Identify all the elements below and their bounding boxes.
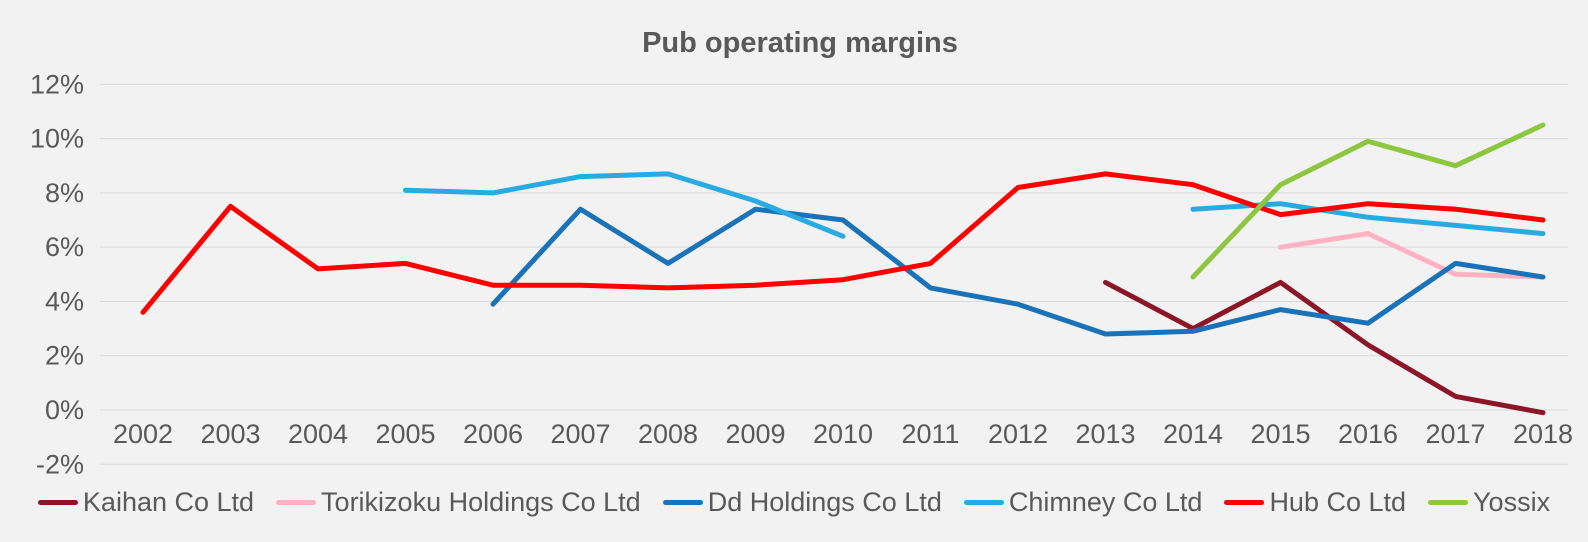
legend-item-chimney-co-ltd: Chimney Co Ltd (963, 487, 1203, 518)
x-tick-label: 2005 (375, 419, 435, 449)
series-line-chimney-co-ltd (403, 171, 846, 239)
legend-label: Yossix (1473, 487, 1551, 517)
x-tick-label: 2018 (1513, 419, 1573, 449)
x-tick-label: 2017 (1425, 419, 1485, 449)
legend-label: Dd Holdings Co Ltd (707, 487, 942, 517)
legend-swatch-torikizoku-holdings-co-ltd (276, 500, 317, 505)
y-tick-label: 8% (45, 178, 84, 208)
y-tick-label: -2% (36, 449, 84, 479)
legend-item-yossix: Yossix (1428, 487, 1550, 518)
x-tick-label: 2012 (988, 419, 1048, 449)
series-line-dd-holdings-co-ltd (490, 206, 1546, 337)
legend-item-dd-holdings-co-ltd: Dd Holdings Co Ltd (662, 487, 942, 518)
x-tick-label: 2003 (200, 419, 260, 449)
x-tick-label: 2007 (550, 419, 610, 449)
x-tick-label: 2004 (288, 419, 348, 449)
x-tick-label: 2010 (813, 419, 873, 449)
x-tick-label: 2002 (113, 419, 173, 449)
x-axis-labels: 2002 2003 2004 2005 2006 2007 2008 2009 2010 2011… (113, 419, 1573, 449)
y-tick-label: 4% (45, 286, 84, 316)
legend-swatch-yossix (1428, 500, 1469, 505)
series-line-torikizoku-holdings-co-ltd (1278, 231, 1546, 280)
legend-label: Kaihan Co Ltd (82, 487, 255, 517)
x-tick-label: 2008 (638, 419, 698, 449)
series-line-yossix (1190, 122, 1546, 280)
y-tick-label: 6% (45, 232, 84, 262)
x-tick-label: 2011 (901, 419, 959, 449)
legend-label: Hub Co Ltd (1269, 487, 1407, 517)
legend-swatch-kaihan-co-ltd (37, 500, 78, 505)
legend-item-hub-co-ltd: Hub Co Ltd (1224, 487, 1406, 518)
legend-swatch-chimney-co-ltd (963, 500, 1004, 505)
x-tick-label: 2006 (463, 419, 523, 449)
legend-swatch-dd-holdings-co-ltd (662, 500, 703, 505)
x-tick-label: 2015 (1250, 419, 1310, 449)
series-lines (140, 122, 1546, 416)
x-tick-label: 2009 (725, 419, 785, 449)
x-tick-label: 2014 (1163, 419, 1223, 449)
legend-label: Torikizoku Holdings Co Ltd (321, 487, 641, 517)
x-tick-label: 2016 (1338, 419, 1398, 449)
gridlines (100, 83, 1568, 465)
y-tick-label: 12% (30, 69, 84, 99)
legend-item-kaihan-co-ltd: Kaihan Co Ltd (37, 487, 255, 518)
series-line-kaihan-co-ltd (1103, 279, 1546, 416)
legend-item-torikizoku-holdings-co-ltd: Torikizoku Holdings Co Ltd (276, 487, 641, 518)
chart-title: Pub operating margins (642, 27, 958, 59)
legend-swatch-hub-co-ltd (1224, 500, 1265, 505)
chart-legend: Kaihan Co Ltd Torikizoku Holdings Co Ltd D… (0, 487, 1588, 518)
x-tick-label: 2013 (1075, 419, 1135, 449)
legend-label: Chimney Co Ltd (1008, 487, 1203, 517)
y-tick-label: 0% (45, 395, 84, 425)
series-line-hub-co-ltd (140, 171, 1546, 315)
y-tick-label: 10% (30, 124, 84, 154)
y-axis-labels: 12% 10% 8% 6% 4% 2% 0% -2% (30, 69, 84, 479)
y-tick-label: 2% (45, 341, 84, 371)
